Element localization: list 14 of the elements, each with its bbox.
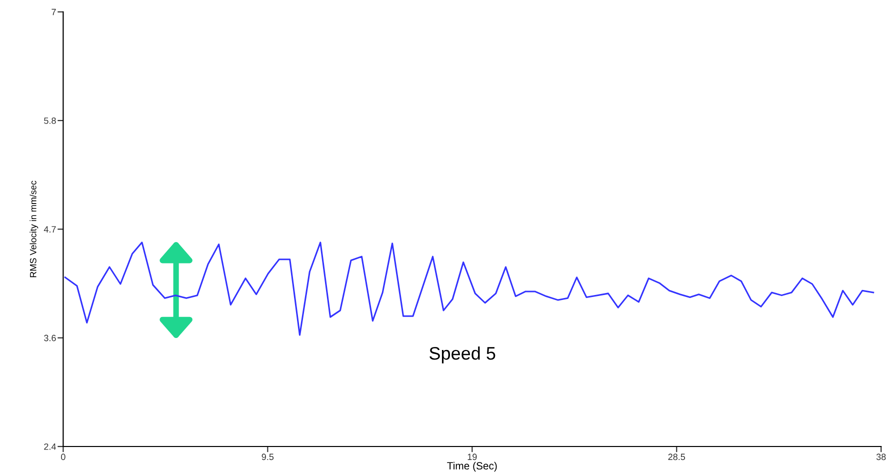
x-tick-label: 0 xyxy=(61,454,66,460)
y-tick-label: 5.8 xyxy=(44,118,56,124)
y-tick-label: 4.7 xyxy=(44,226,56,232)
y-tick-label: 3.6 xyxy=(44,334,56,342)
y-axis-title: RMS Velocity in mm/sec xyxy=(30,180,38,278)
y-tick-label: 7 xyxy=(52,8,56,16)
x-tick-label: 9.5 xyxy=(262,454,274,460)
x-tick-label: 28.5 xyxy=(668,454,686,460)
x-tick-label: 38 xyxy=(876,454,886,460)
line-series xyxy=(64,242,874,336)
x-tick-label: 19 xyxy=(468,454,477,460)
annotation: Speed 5 xyxy=(430,346,496,364)
x-axis-title: Time (Sec) xyxy=(447,462,497,472)
y-tick-label: 2.4 xyxy=(44,443,56,450)
